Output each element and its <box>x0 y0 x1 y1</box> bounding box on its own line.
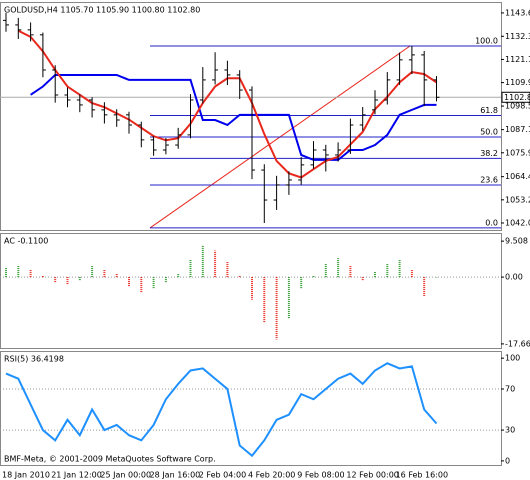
y-tick-label: -17.6657 <box>505 339 530 348</box>
ac-pane <box>0 233 502 349</box>
y-tick-label: 9.508 <box>505 237 528 246</box>
last-price-label: 1102.80 <box>504 93 530 102</box>
y-tick-label: 30 <box>505 426 515 435</box>
pane-title: AC -0.1100 <box>4 237 48 246</box>
x-tick-label: 12 Feb 00:00 <box>346 471 398 480</box>
y-tick-label: 0.00 <box>505 273 523 282</box>
y-tick-label: 1143.60 <box>505 8 530 17</box>
y-tick-label: 1053.20 <box>505 195 530 204</box>
fibo-label: 0.0 <box>485 218 498 227</box>
y-tick-label: 1087.15 <box>505 125 530 134</box>
x-tick-label: 21 Jan 12:00 <box>51 471 102 480</box>
y-tick-label: 1132.30 <box>505 32 530 41</box>
fibo-label: 100.0 <box>475 37 498 46</box>
rsi-line <box>5 362 438 458</box>
y-tick-label: 1121.10 <box>505 55 530 64</box>
x-tick-label: 16 Feb 16:00 <box>396 471 448 480</box>
y-tick-label: 1075.95 <box>505 148 530 157</box>
rsi-pane <box>0 351 502 466</box>
fibo-label: 38.2 <box>480 149 498 158</box>
main-pane <box>0 2 502 231</box>
x-tick-label: 28 Jan 16:00 <box>150 471 201 480</box>
x-tick-label: 25 Jan 00:00 <box>100 471 151 480</box>
fibo-label: 23.6 <box>480 175 498 184</box>
x-tick-label: 9 Feb 08:00 <box>297 471 344 480</box>
y-tick-label: 70 <box>505 384 515 393</box>
x-tick-label: 18 Jan 2010 <box>2 471 50 480</box>
pane-title: GOLDUSD,H4 1105.70 1105.90 1100.80 1102.… <box>4 6 200 15</box>
last-price-box <box>501 91 530 103</box>
y-tick-label: 1109.90 <box>505 78 530 87</box>
fibo-label: 50.0 <box>480 127 498 136</box>
y-tick-label: 0 <box>505 456 510 465</box>
indicator-line <box>30 73 437 161</box>
x-tick-label: 4 Feb 20:00 <box>248 471 295 480</box>
y-tick-label: 1064.40 <box>505 172 530 181</box>
fibo-label: 61.8 <box>480 106 498 115</box>
y-tick-label: 1098.55 <box>505 102 530 111</box>
pane-title: RSI(5) 36.4198 <box>4 355 64 364</box>
x-tick-label: 2 Feb 04:00 <box>199 471 246 480</box>
y-tick-label: 1042.00 <box>505 218 530 227</box>
footer: BMF-Meta, © 2001-2009 MetaQuotes Softwar… <box>4 455 216 464</box>
y-tick-label: 100 <box>505 354 520 363</box>
